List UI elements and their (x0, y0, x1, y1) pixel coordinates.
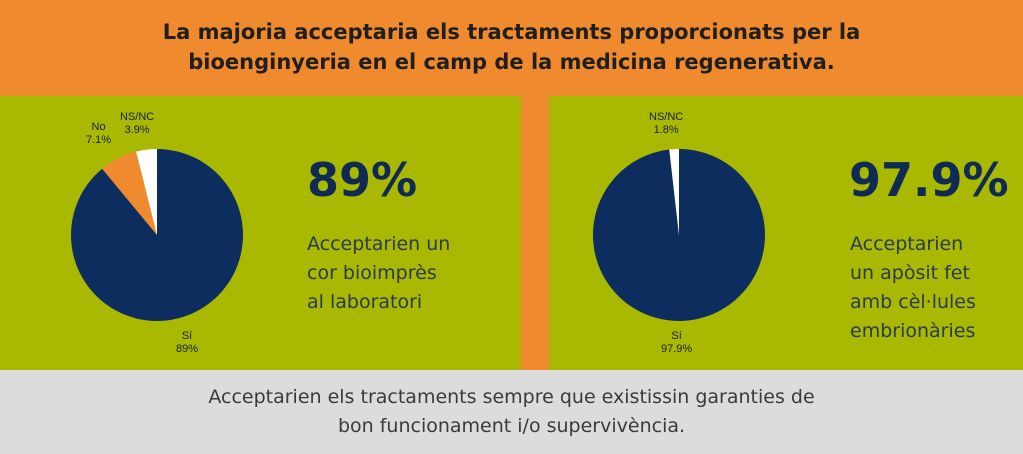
desc-line: cor bioimprès (307, 262, 437, 284)
desc-line: Acceptarien (850, 233, 964, 255)
label-si-name: Sí (671, 330, 682, 342)
pie-slice-no (102, 151, 157, 235)
label-nsnc-name: NS/NC (649, 111, 684, 123)
header-banner: La majoria acceptaria els tractaments pr… (0, 0, 1023, 94)
title-line-1: La majoria acceptaria els tractaments pr… (162, 20, 861, 44)
pie-chart-heart (71, 149, 244, 321)
desc-line: amb cèl·lules (850, 291, 976, 313)
headline-percent: 89% (307, 153, 418, 207)
label-si-value: 89% (176, 343, 199, 355)
desc-line: embrionàries (850, 320, 976, 342)
label-nsnc-value: 3.9% (124, 124, 150, 136)
description-heart: Acceptarien un cor bioimprès al laborato… (307, 230, 450, 317)
title-line-2: bioenginyeria en el camp de la medicina … (188, 50, 835, 74)
headline-percent: 97.9% (849, 153, 1009, 207)
panel-dressing: NS/NC 1.8% Sí 97.9% 97.9% Acceptarien un… (549, 96, 1023, 370)
panel-heart: No 7.1% NS/NC 3.9% Sí 89% 89% Acceptarie… (0, 96, 521, 370)
pie-slice-si (71, 149, 244, 321)
label-no: No 7.1% (86, 121, 111, 147)
label-no-value: 7.1% (86, 134, 112, 146)
label-nsnc-value: 1.8% (653, 124, 679, 136)
label-si: Sí 89% (176, 330, 198, 356)
label-nsnc: NS/NC 3.9% (120, 111, 154, 137)
footer-line-1: Acceptarien els tractaments sempre que e… (208, 386, 815, 408)
label-si-name: Sí (181, 330, 193, 342)
desc-line: Acceptarien un (307, 233, 451, 255)
pie-slice-nsnc (669, 149, 679, 235)
pie-chart-dressing (592, 149, 765, 321)
description-dressing: Acceptarien un apòsit fet amb cèl·lules … (850, 230, 976, 346)
desc-line: un apòsit fet (850, 262, 970, 284)
label-si: Sí 97.9% (661, 330, 692, 356)
pie-slice-si (592, 149, 765, 321)
footer-line-2: bon funcionament i/o supervivència. (337, 415, 686, 437)
pie-slice-nsnc (136, 149, 157, 235)
label-si-value: 97.9% (661, 343, 693, 355)
desc-line: al laboratori (307, 291, 423, 313)
label-nsnc-name: NS/NC (120, 111, 155, 123)
label-nsnc: NS/NC 1.8% (649, 111, 683, 137)
label-no-name: No (91, 121, 106, 133)
footer-note: Acceptarien els tractaments sempre que e… (0, 370, 1023, 454)
